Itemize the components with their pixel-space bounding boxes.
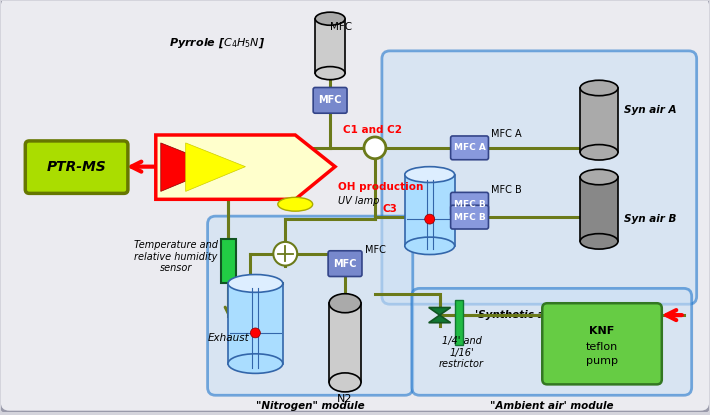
Text: Temperature and
relative humidity
sensor: Temperature and relative humidity sensor [133, 240, 218, 273]
Bar [221, 239, 236, 283]
Text: PTR-MS: PTR-MS [46, 160, 106, 173]
Ellipse shape [278, 198, 312, 211]
Text: 1/4' and
1/16'
restrictor: 1/4' and 1/16' restrictor [439, 336, 484, 369]
Ellipse shape [329, 373, 361, 392]
Ellipse shape [315, 66, 345, 80]
Bar [329, 303, 361, 382]
Text: KNF: KNF [589, 326, 615, 336]
FancyBboxPatch shape [207, 216, 413, 395]
Text: C3: C3 [383, 204, 398, 214]
Text: MFC B: MFC B [454, 212, 486, 222]
Text: N2: N2 [337, 394, 353, 404]
Bar [315, 19, 345, 73]
FancyBboxPatch shape [542, 303, 662, 384]
Polygon shape [160, 143, 221, 191]
Text: MFC A: MFC A [491, 129, 522, 139]
Text: teflon: teflon [586, 342, 618, 352]
Bar [405, 175, 454, 246]
Text: Syn air B: Syn air B [624, 214, 677, 224]
Circle shape [251, 328, 261, 338]
FancyBboxPatch shape [328, 251, 362, 276]
FancyBboxPatch shape [412, 288, 692, 395]
Text: MFC B: MFC B [491, 186, 523, 195]
Circle shape [273, 242, 297, 266]
Text: pump: pump [586, 356, 618, 366]
FancyBboxPatch shape [26, 141, 128, 193]
Polygon shape [429, 315, 451, 323]
Text: "Ambient air' module: "Ambient air' module [490, 401, 613, 411]
FancyBboxPatch shape [382, 51, 697, 304]
Text: "Nitrogen" module: "Nitrogen" module [256, 401, 364, 411]
Text: MFC: MFC [318, 95, 342, 105]
FancyBboxPatch shape [313, 88, 347, 113]
Ellipse shape [329, 294, 361, 313]
Polygon shape [186, 143, 246, 191]
Ellipse shape [580, 80, 618, 96]
Bar [580, 177, 618, 242]
Ellipse shape [228, 354, 283, 374]
Text: OH production: OH production [338, 183, 423, 193]
Ellipse shape [580, 234, 618, 249]
FancyBboxPatch shape [451, 193, 488, 216]
FancyBboxPatch shape [451, 136, 488, 160]
Polygon shape [155, 135, 335, 199]
Text: UV lamp: UV lamp [338, 196, 379, 206]
Text: MFC: MFC [365, 245, 386, 255]
Text: Pyrrole [$C_4H_5N$]: Pyrrole [$C_4H_5N$] [169, 36, 266, 50]
Ellipse shape [405, 237, 454, 254]
Text: 'Synthetic air' module: 'Synthetic air' module [475, 310, 604, 320]
Polygon shape [429, 308, 451, 315]
Ellipse shape [315, 12, 345, 25]
Bar [454, 300, 463, 345]
Bar [228, 283, 283, 364]
Text: MFC A: MFC A [454, 143, 486, 152]
FancyBboxPatch shape [451, 205, 488, 229]
Text: MFC: MFC [333, 259, 357, 269]
Ellipse shape [580, 144, 618, 160]
Ellipse shape [405, 167, 454, 183]
Text: C1 and C2: C1 and C2 [344, 125, 403, 135]
Ellipse shape [580, 169, 618, 185]
Ellipse shape [228, 275, 283, 292]
Text: Syn air A: Syn air A [624, 105, 677, 115]
Text: Exhaust: Exhaust [207, 333, 249, 343]
Circle shape [425, 214, 435, 224]
Bar [580, 88, 618, 152]
Circle shape [364, 137, 386, 159]
Text: MFC: MFC [330, 22, 352, 32]
Text: MFC B: MFC B [454, 200, 486, 209]
